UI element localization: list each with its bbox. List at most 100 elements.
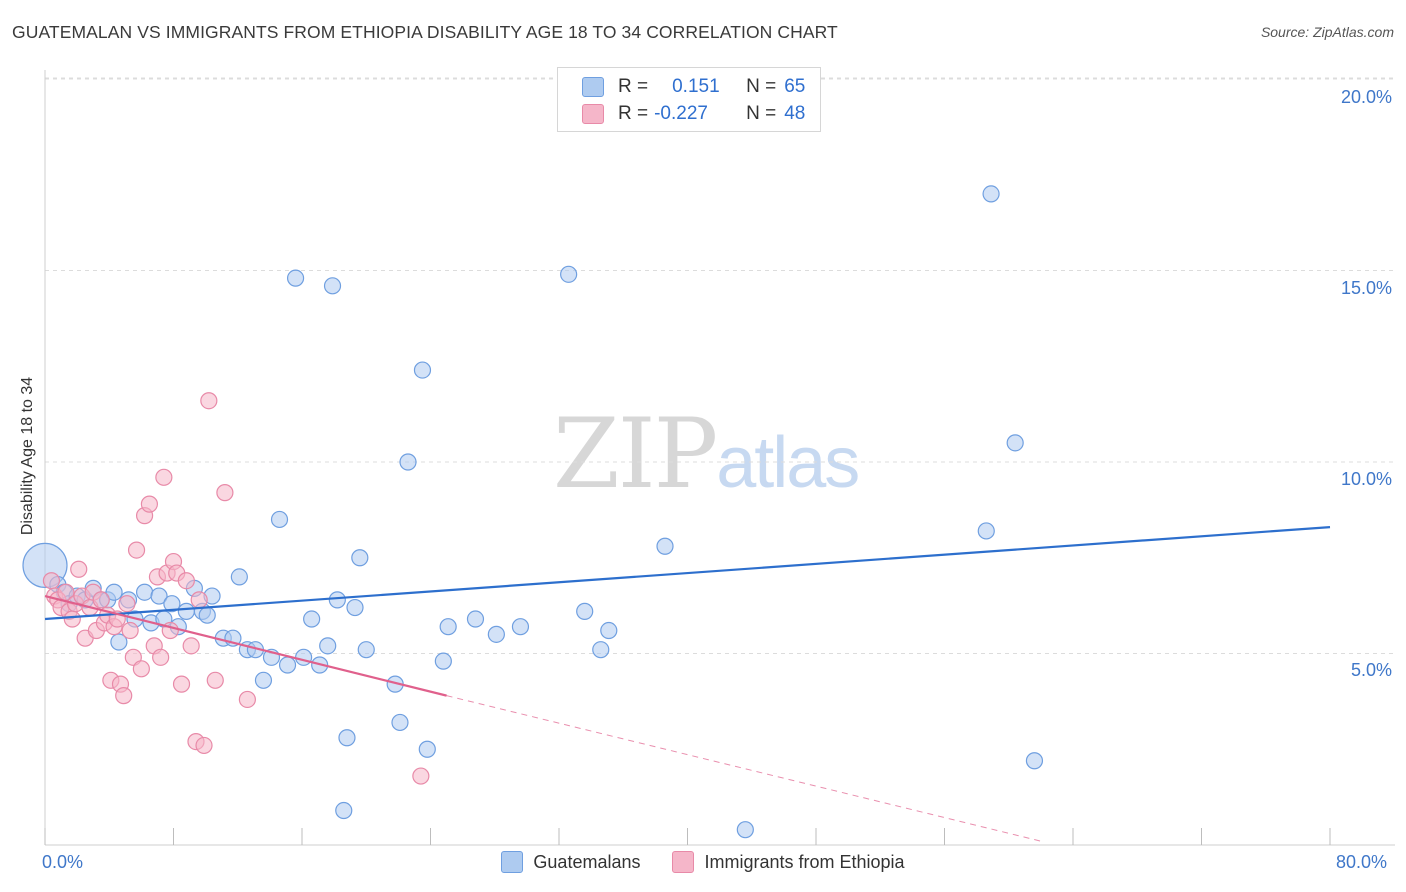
guatemalans-point	[338, 729, 356, 747]
guatemalans-point	[198, 606, 216, 624]
guatemalans-point	[323, 277, 342, 295]
ethiopia-point	[172, 675, 191, 693]
guatemalans-point	[110, 633, 128, 651]
legend-item-ethiopia[interactable]: Immigrants from Ethiopia	[672, 851, 905, 873]
ethiopia-point	[92, 591, 110, 609]
guatemalans-point	[466, 610, 485, 628]
guatemalans-point	[982, 185, 1000, 203]
ethiopia-point	[152, 648, 170, 666]
ethiopia-point	[238, 690, 256, 709]
ethiopia-point	[182, 637, 200, 655]
x-tick-label-max: 80.0%	[1336, 852, 1388, 872]
ethiopia-trend-line	[44, 594, 447, 697]
guatemalans-point	[278, 656, 297, 674]
legend-label-ethiopia: Immigrants from Ethiopia	[704, 851, 905, 872]
guatemalans-point	[254, 671, 273, 689]
ethiopia-point	[216, 484, 234, 502]
guatemalans-point	[1006, 434, 1024, 452]
grid-lines	[45, 77, 1395, 654]
guatemalans-point	[418, 740, 436, 758]
guatemalans-point	[656, 537, 674, 555]
y-tick-label-15: 15.0%	[1340, 278, 1392, 298]
guatemalans-point	[230, 568, 248, 586]
ethiopia-point	[70, 560, 88, 578]
legend-n-label: N =	[746, 76, 777, 97]
legend-r-value: 0.151	[672, 76, 720, 97]
guatemalans-point	[319, 637, 337, 655]
ethiopia-point	[206, 671, 224, 689]
chart-title: GUATEMALAN VS IMMIGRANTS FROM ETHIOPIA D…	[12, 22, 838, 42]
ethiopia-point	[155, 468, 173, 486]
guatemalans-point	[487, 625, 505, 643]
guatemalans-point	[439, 618, 457, 636]
legend-swatch-blue	[582, 77, 604, 97]
guatemalans-point	[351, 549, 369, 567]
guatemalans-point	[346, 598, 364, 617]
guatemalans-point	[560, 265, 578, 283]
guatemalans-point	[576, 602, 594, 620]
guatemalans-point	[335, 801, 353, 820]
legend-r-label: R =	[618, 76, 649, 97]
ethiopia-point	[127, 541, 146, 559]
legend-row-guatemalans: R = 0.151 N = 65	[582, 74, 805, 100]
axes	[44, 70, 1395, 846]
guatemalans-point	[150, 587, 168, 605]
legend-swatch-blue	[501, 851, 524, 873]
guatemalans-point	[434, 652, 452, 670]
legend-swatch-pink	[582, 104, 604, 124]
legend-row-ethiopia: R = -0.227 N = 48	[582, 101, 805, 127]
guatemalans-point	[295, 648, 313, 666]
y-axis-title: Disability Age 18 to 34	[19, 376, 36, 536]
guatemalans-point	[303, 610, 321, 628]
guatemalans-point	[135, 583, 154, 601]
ethiopia-point	[42, 572, 61, 590]
y-tick-label-10: 10.0%	[1340, 469, 1392, 489]
ethiopia-point	[190, 591, 208, 609]
series-legend: Guatemalans Immigrants from Ethiopia	[0, 851, 1406, 873]
ethiopia-point	[412, 767, 430, 785]
guatemalans-point	[600, 621, 618, 640]
legend-n-value: 65	[784, 76, 806, 97]
source-label: Source: ZipAtlas.com	[1260, 24, 1394, 40]
guatemalans-trend-line	[44, 526, 1331, 621]
watermark: ZIPatlas	[553, 398, 860, 510]
ethiopia-point	[177, 572, 195, 590]
x-tick-label-min: 0.0%	[42, 852, 84, 872]
guatemalans-point	[413, 361, 432, 379]
guatemalans-point	[977, 522, 995, 540]
guatemalans-point	[357, 641, 375, 659]
legend-r-label: R =	[618, 103, 649, 124]
guatemalans-point	[328, 591, 346, 609]
legend-swatch-pink	[672, 851, 695, 873]
y-tick-label-5: 5.0%	[1350, 660, 1392, 680]
guatemalans-point	[286, 269, 305, 287]
ethiopia-trend-extension	[446, 695, 1041, 842]
legend-item-guatemalans[interactable]: Guatemalans	[501, 851, 640, 873]
ethiopia-points	[42, 392, 430, 785]
watermark-zip: ZIP	[553, 398, 718, 510]
trend-lines	[44, 526, 1331, 842]
ethiopia-point	[200, 392, 218, 410]
ethiopia-point	[132, 660, 150, 678]
ethiopia-point	[63, 610, 81, 628]
ethiopia-point	[195, 736, 213, 755]
legend-r-value: -0.227	[654, 103, 708, 124]
guatemalans-point	[1025, 752, 1044, 770]
guatemalans-point	[736, 821, 754, 839]
guatemalans-point	[270, 510, 289, 529]
legend-n-label: N =	[746, 103, 777, 124]
stats-legend: R = 0.151 N = 65 R = -0.227 N = 48	[557, 67, 821, 132]
legend-label-guatemalans: Guatemalans	[533, 851, 641, 872]
guatemalans-points	[22, 185, 1044, 839]
guatemalans-point	[592, 641, 610, 659]
guatemalans-point	[511, 618, 530, 636]
guatemalans-point	[177, 602, 195, 620]
ethiopia-point	[140, 495, 159, 513]
ethiopia-point	[115, 687, 133, 705]
y-tick-label-20: 20.0%	[1340, 87, 1392, 107]
legend-n-value: 48	[784, 103, 806, 124]
guatemalans-point	[105, 583, 123, 601]
guatemalans-point	[391, 713, 409, 732]
watermark-atlas: atlas	[716, 423, 860, 503]
